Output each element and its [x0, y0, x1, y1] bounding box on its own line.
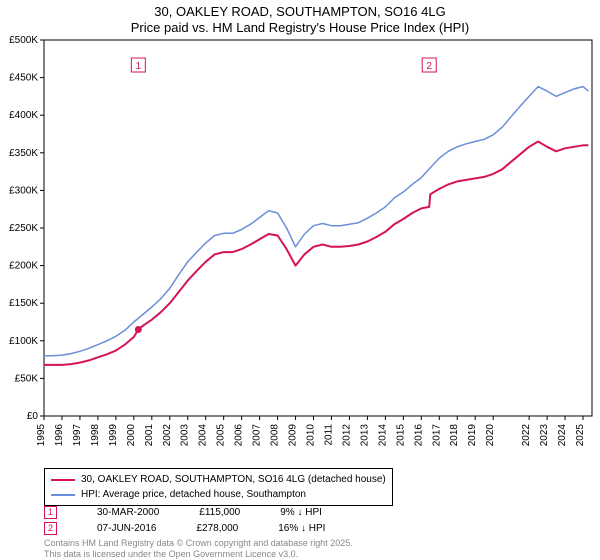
svg-text:£50K: £50K	[15, 373, 39, 384]
svg-text:2002: 2002	[162, 424, 173, 447]
svg-text:£0: £0	[27, 411, 39, 422]
svg-text:2020: 2020	[485, 424, 496, 447]
svg-text:1995: 1995	[36, 424, 47, 447]
svg-text:2016: 2016	[413, 424, 424, 447]
license-text: Contains HM Land Registry data © Crown c…	[44, 538, 353, 560]
svg-text:2011: 2011	[323, 424, 334, 446]
svg-text:2019: 2019	[467, 424, 478, 447]
svg-text:2014: 2014	[377, 424, 388, 447]
chart-title-line2: Price paid vs. HM Land Registry's House …	[0, 20, 600, 36]
svg-text:£400K: £400K	[9, 110, 38, 121]
svg-text:2017: 2017	[431, 424, 442, 447]
license-line1: Contains HM Land Registry data © Crown c…	[44, 538, 353, 549]
svg-text:2000: 2000	[126, 424, 137, 447]
svg-text:£100K: £100K	[9, 336, 38, 347]
svg-text:2013: 2013	[359, 424, 370, 447]
svg-text:1998: 1998	[90, 424, 101, 447]
legend-item: 30, OAKLEY ROAD, SOUTHAMPTON, SO16 4LG (…	[51, 472, 386, 487]
svg-text:2: 2	[426, 61, 432, 72]
sale-date: 07-JUN-2016	[97, 523, 156, 534]
svg-text:2001: 2001	[144, 424, 155, 447]
svg-text:2010: 2010	[306, 424, 317, 447]
svg-text:2023: 2023	[539, 424, 550, 447]
sale-date: 30-MAR-2000	[97, 507, 159, 518]
sale-marker-icon: 2	[44, 522, 57, 535]
legend-swatch	[51, 494, 75, 496]
legend-label: HPI: Average price, detached house, Sout…	[81, 487, 306, 502]
svg-text:2003: 2003	[180, 424, 191, 447]
svg-text:1: 1	[136, 61, 142, 72]
sales-table: 1 30-MAR-2000 £115,000 9% ↓ HPI 2 07-JUN…	[44, 504, 325, 536]
chart-title-line1: 30, OAKLEY ROAD, SOUTHAMPTON, SO16 4LG	[0, 4, 600, 20]
table-row: 1 30-MAR-2000 £115,000 9% ↓ HPI	[44, 504, 325, 520]
legend-label: 30, OAKLEY ROAD, SOUTHAMPTON, SO16 4LG (…	[81, 472, 386, 487]
svg-text:£250K: £250K	[9, 223, 38, 234]
svg-text:2012: 2012	[341, 424, 352, 447]
svg-text:£500K: £500K	[9, 36, 38, 46]
svg-text:1996: 1996	[54, 424, 65, 447]
legend: 30, OAKLEY ROAD, SOUTHAMPTON, SO16 4LG (…	[44, 468, 393, 506]
svg-text:2018: 2018	[449, 424, 460, 447]
svg-text:1999: 1999	[108, 424, 119, 447]
chart-area: £0 £50K £100K £150K £200K £250K £300K £350K £400…	[0, 36, 600, 466]
license-line2: This data is licensed under the Open Gov…	[44, 549, 353, 560]
sale-diff: 9% ↓ HPI	[280, 507, 322, 518]
legend-item: HPI: Average price, detached house, Sout…	[51, 487, 386, 502]
svg-text:£450K: £450K	[9, 73, 38, 84]
sale-diff: 16% ↓ HPI	[278, 523, 325, 534]
svg-text:2009: 2009	[288, 424, 299, 447]
svg-text:2015: 2015	[395, 424, 406, 447]
legend-swatch	[51, 479, 75, 481]
table-row: 2 07-JUN-2016 £278,000 16% ↓ HPI	[44, 520, 325, 536]
svg-text:2005: 2005	[216, 424, 227, 447]
sale-price: £278,000	[196, 523, 238, 534]
sale-marker-icon: 1	[44, 506, 57, 519]
svg-text:£300K: £300K	[9, 185, 38, 196]
sale-price: £115,000	[199, 507, 240, 518]
svg-text:2024: 2024	[557, 424, 568, 447]
svg-text:£350K: £350K	[9, 148, 38, 159]
svg-text:1997: 1997	[72, 424, 83, 447]
svg-text:£200K: £200K	[9, 261, 38, 272]
svg-text:2006: 2006	[234, 424, 245, 447]
svg-text:2008: 2008	[270, 424, 281, 447]
svg-text:2025: 2025	[575, 424, 586, 447]
svg-text:2022: 2022	[521, 424, 532, 447]
svg-text:2004: 2004	[198, 424, 209, 447]
svg-text:2007: 2007	[252, 424, 263, 447]
svg-text:£150K: £150K	[9, 298, 38, 309]
